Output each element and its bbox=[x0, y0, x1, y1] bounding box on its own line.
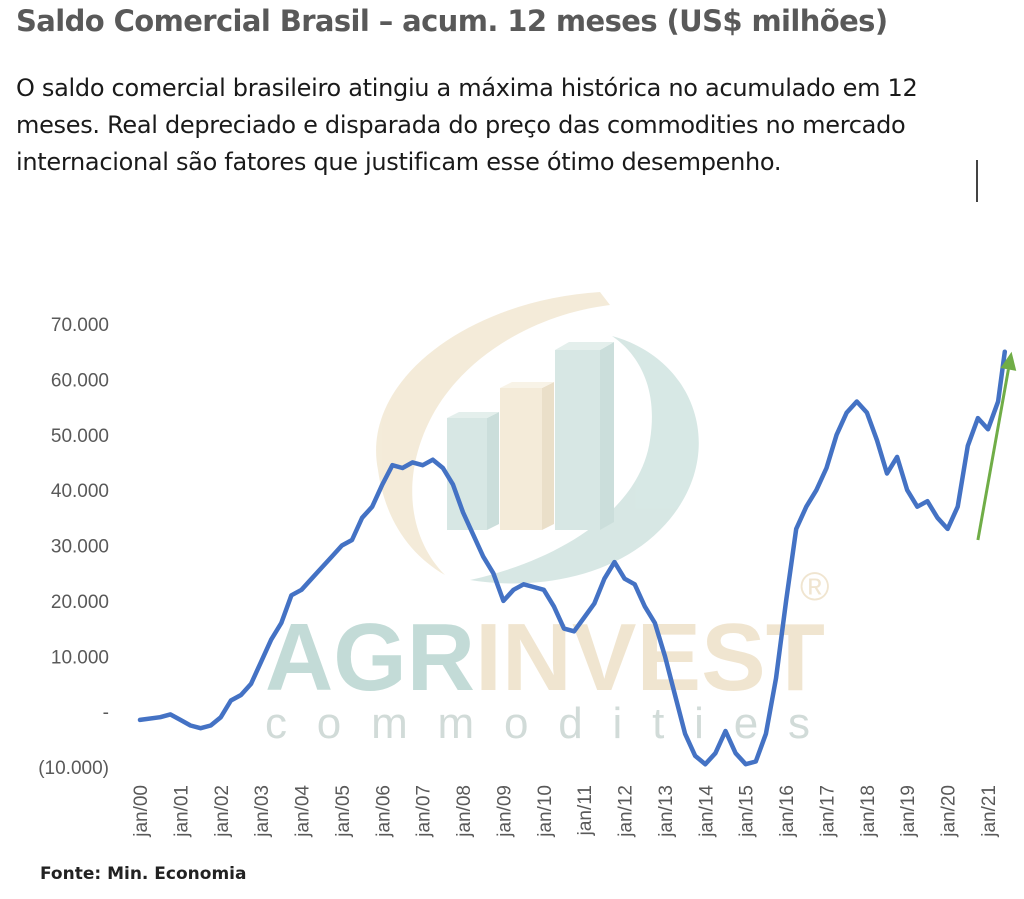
x-tick-label: jan/06 bbox=[373, 785, 394, 838]
chart-description: O saldo comercial brasileiro atingiu a m… bbox=[16, 74, 918, 176]
x-tick-label: jan/03 bbox=[252, 785, 273, 838]
logo-text-agr: AGR bbox=[265, 604, 475, 711]
x-tick-label: jan/19 bbox=[898, 785, 919, 838]
x-tick-label: jan/12 bbox=[616, 785, 637, 838]
x-tick-label: jan/10 bbox=[535, 785, 556, 838]
x-tick-label: jan/21 bbox=[979, 785, 1000, 838]
y-tick-label: 50.000 bbox=[51, 426, 109, 447]
logo-bars-icon bbox=[447, 342, 614, 530]
text-cursor bbox=[976, 160, 978, 202]
y-tick-label: 30.000 bbox=[51, 537, 109, 558]
trend-arrow bbox=[976, 351, 1017, 541]
x-tick-label: jan/17 bbox=[817, 785, 838, 838]
y-tick-label: - bbox=[103, 703, 109, 724]
x-axis: jan/00 jan/01 jan/02 jan/03 jan/04 jan/05 jan/… bbox=[131, 785, 1000, 838]
x-tick-label: jan/14 bbox=[696, 785, 717, 838]
x-tick-label: jan/09 bbox=[494, 785, 515, 838]
page-title: Saldo Comercial Brasil – acum. 12 meses … bbox=[16, 4, 888, 38]
source-note: Fonte: Min. Economia bbox=[40, 864, 247, 884]
x-tick-label: jan/00 bbox=[131, 785, 152, 838]
x-tick-label: jan/07 bbox=[414, 785, 435, 838]
y-tick-label: 60.000 bbox=[51, 370, 109, 391]
logo-swoosh-icon bbox=[376, 292, 699, 584]
x-tick-label: jan/16 bbox=[777, 785, 798, 838]
trend-arrow-head-icon bbox=[1000, 351, 1017, 371]
y-tick-label: (10.000) bbox=[38, 758, 109, 779]
x-tick-label: jan/05 bbox=[333, 785, 354, 838]
y-tick-label: 40.000 bbox=[51, 481, 109, 502]
x-tick-label: jan/13 bbox=[656, 785, 677, 838]
logo-text-invest: INVEST bbox=[475, 604, 825, 711]
x-tick-label: jan/02 bbox=[212, 785, 233, 838]
agrinvest-logo-watermark: AGR INVEST ® commodities bbox=[265, 292, 829, 748]
logo-registered-mark: ® bbox=[800, 565, 829, 609]
y-tick-label: 10.000 bbox=[51, 647, 109, 668]
x-tick-label: jan/04 bbox=[293, 785, 314, 838]
x-tick-label: jan/20 bbox=[939, 785, 960, 838]
x-tick-label: jan/01 bbox=[171, 785, 192, 838]
x-tick-label: jan/08 bbox=[454, 785, 475, 838]
x-tick-label: jan/11 bbox=[575, 785, 596, 836]
series-line-saldo bbox=[137, 349, 1008, 767]
y-tick-label: 20.000 bbox=[51, 592, 109, 613]
x-tick-label: jan/18 bbox=[858, 785, 879, 838]
trend-arrow-shaft bbox=[976, 369, 1010, 541]
y-axis: (10.000) - 10.000 20.000 30.000 40.000 50.000 6… bbox=[38, 315, 109, 779]
y-tick-label: 70.000 bbox=[51, 315, 109, 336]
x-tick-label: jan/15 bbox=[737, 785, 758, 838]
